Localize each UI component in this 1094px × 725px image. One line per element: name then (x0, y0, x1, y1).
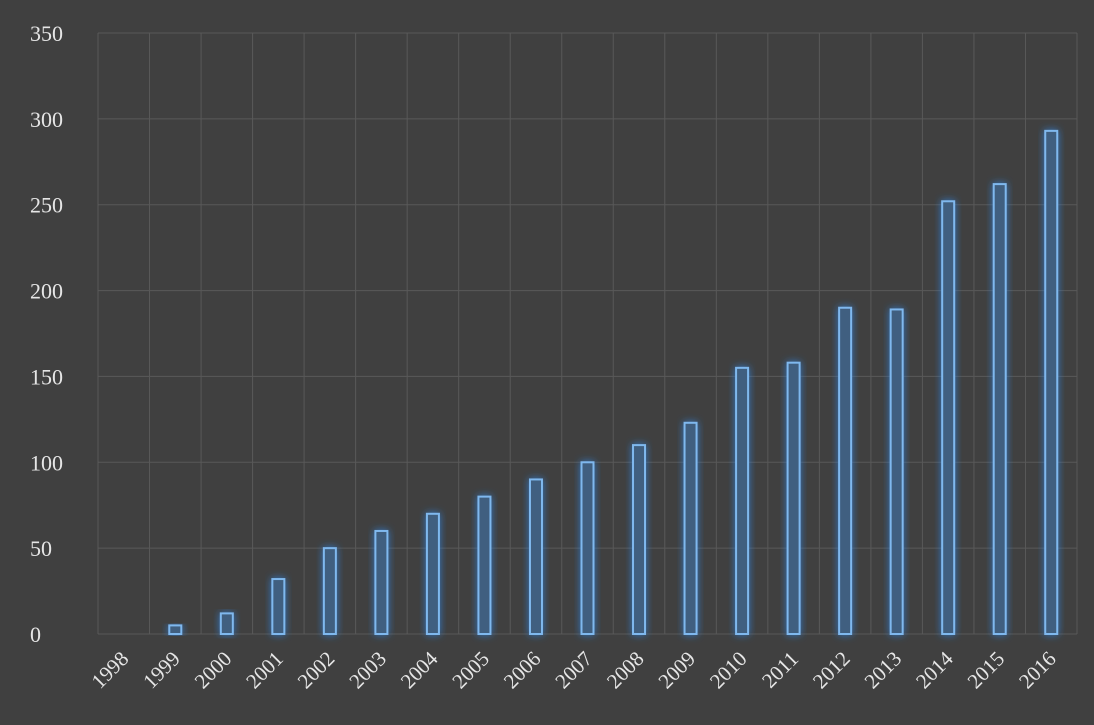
bar-2009 (683, 421, 698, 636)
bar-1999 (168, 624, 183, 636)
bar-2008 (632, 444, 647, 635)
bar-2007 (580, 461, 595, 635)
bar-2005 (477, 495, 492, 635)
y-tick-label: 100 (30, 450, 63, 475)
bar-2010 (735, 366, 750, 635)
bar-2000 (219, 612, 234, 636)
bar-2001 (271, 578, 286, 636)
y-tick-label: 150 (30, 364, 63, 389)
bar-2015 (992, 183, 1007, 635)
bar-2004 (425, 512, 440, 635)
bar-2016 (1044, 129, 1059, 635)
bars (168, 129, 1059, 636)
y-axis-tick-labels: 0 50 100 150 200 250 300 350 (30, 21, 63, 647)
bar-2012 (838, 306, 853, 635)
gridlines (97, 32, 1078, 635)
y-tick-label: 350 (30, 21, 63, 46)
bar-2002 (322, 547, 337, 636)
y-tick-label: 200 (30, 279, 63, 304)
bar-2006 (528, 478, 543, 636)
y-tick-label: 300 (30, 107, 63, 132)
bar-2014 (941, 200, 956, 635)
bar-2013 (889, 308, 904, 635)
y-tick-label: 0 (30, 622, 41, 647)
y-tick-label: 250 (30, 193, 63, 218)
bar-2003 (374, 529, 389, 636)
bar-2011 (786, 361, 801, 635)
y-tick-label: 50 (30, 536, 52, 561)
